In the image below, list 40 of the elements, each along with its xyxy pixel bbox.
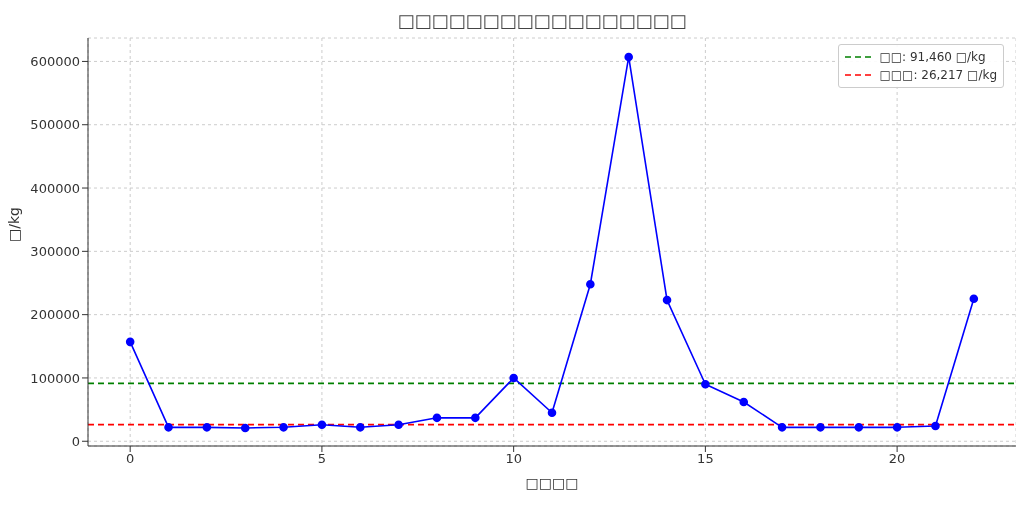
- point: [240, 423, 250, 433]
- point: [279, 423, 288, 432]
- point: [701, 379, 710, 389]
- y-tick-label: 300000: [30, 243, 80, 259]
- legend-label: □□: 91,460 □/kg: [879, 50, 986, 64]
- chart-title: □□□□□□□□□□□□□□□□□: [396, 9, 688, 33]
- x-axis-title: □□□□: [525, 475, 579, 491]
- x-tick-label: 10: [505, 451, 522, 467]
- x-tick-label: 5: [317, 451, 327, 467]
- point: [624, 52, 633, 62]
- point: [816, 423, 825, 432]
- y-axis-title: □/kg: [5, 207, 22, 242]
- x-tick-label: 20: [888, 451, 906, 467]
- point: [969, 294, 979, 304]
- x-tick-label: 0: [126, 451, 135, 467]
- legend-label: □□□: 26,217 □/kg: [879, 68, 997, 82]
- point: [739, 397, 749, 407]
- point: [777, 423, 787, 432]
- point: [164, 423, 173, 432]
- point: [432, 413, 442, 423]
- point: [202, 423, 212, 432]
- x-tick-label: 15: [697, 451, 714, 467]
- point: [662, 295, 672, 305]
- point: [931, 421, 940, 431]
- point: [394, 420, 403, 430]
- y-tick-label: 100000: [30, 370, 80, 386]
- y-tick-label: 200000: [30, 307, 80, 323]
- y-tick-label: 500000: [30, 117, 80, 133]
- point: [509, 373, 518, 383]
- point: [355, 423, 365, 432]
- point: [125, 337, 135, 347]
- point: [586, 279, 595, 289]
- point: [892, 423, 902, 432]
- point: [547, 408, 557, 418]
- point: [854, 423, 864, 432]
- y-tick-label: 600000: [30, 54, 80, 70]
- point: [471, 413, 480, 423]
- point: [317, 420, 327, 430]
- y-tick-label: 0: [71, 433, 80, 449]
- y-tick-label: 400000: [30, 180, 80, 196]
